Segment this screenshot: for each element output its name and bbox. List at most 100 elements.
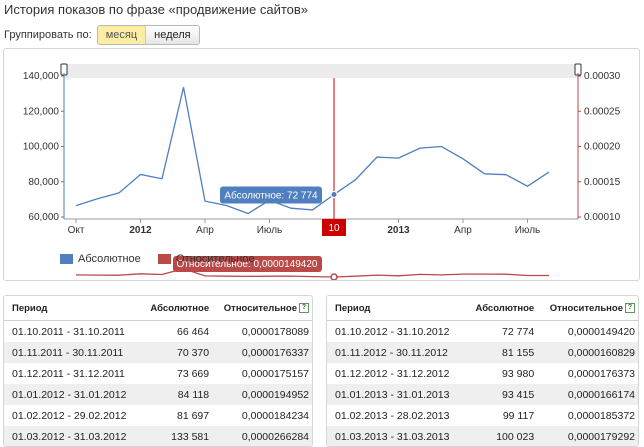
selected-period-marker-label: 10 [328,223,340,234]
cell-absolute: 81 155 [465,342,538,363]
legend-swatch-relative [158,254,171,264]
x-tick-label: Июль [515,225,541,236]
cell-period: 01.12.2012 - 31.12.2012 [335,367,450,380]
group-by-toggle: месяц неделя [96,25,200,45]
cell-absolute: 70 370 [141,342,213,363]
cell-absolute: 84 118 [141,384,213,405]
impressions-chart: 60,000 80,000 100,000 120,000 140,000 0.00010… [23,63,621,280]
table-row: 01.11.2012 - 30.11.2012 81 155 0,000016082… [327,342,638,363]
help-icon[interactable]: ? [625,302,635,313]
cell-relative: 0,0000176337 [212,342,312,363]
series-line-relative [75,268,549,278]
cell-relative: 0,0000160829 [537,342,638,363]
cell-absolute: 100 023 [465,426,538,446]
table-row: 01.03.2013 - 31.03.2013 100 023 0,00001792… [327,426,638,446]
table-header-row: Период Абсолютное Относительное? [4,296,312,321]
table-row: 01.02.2013 - 28.02.2013 99 117 0,000018537… [327,405,638,426]
y-right-tick-label: 0.00030 [584,71,621,82]
table-row: 01.01.2013 - 31.01.2013 93 415 0,000016617… [327,384,638,405]
page-title: История показов по фразе «продвижение са… [4,2,309,17]
help-icon[interactable]: ? [299,302,309,313]
cell-relative: 0,0000175157 [241,367,309,380]
range-scrollbar[interactable] [64,64,578,78]
cell-relative: 0,0000194952 [212,384,312,405]
y-right-tick-label: 0.00010 [584,212,621,223]
x-tick-label: 2013 [387,225,410,236]
legend-swatch-absolute [60,254,73,264]
col-absolute[interactable]: Абсолютное [141,296,213,321]
cell-absolute: 93 415 [465,384,538,405]
table-row: 01.01.2012 - 31.01.2012 84 118 0,000019495… [4,384,312,405]
tooltip-absolute [220,186,322,204]
table-row: 01.10.2011 - 31.10.2011 66 464 0,000017808… [4,321,312,343]
x-tick-label: Апр [454,225,472,236]
y-right-tick-label: 0.00015 [584,177,621,188]
table-row: 01.12.2012 - 31.12.2012 93 980 0,000017637… [327,363,638,384]
y-left-tick-label: 60,000 [28,212,59,223]
y-left-tick-label: 80,000 [28,177,59,188]
selected-period-marker[interactable] [322,219,346,236]
group-month-button[interactable]: месяц [97,26,147,44]
col-relative-label: Относительное [223,302,297,314]
x-tick-label: Окт [68,225,85,236]
cell-absolute: 93 980 [502,367,535,380]
point-relative-selected[interactable] [330,273,338,280]
legend-label-relative: Относительное [176,253,255,265]
cell-absolute: 72 774 [502,325,535,338]
tooltip-relative-text: Относительное: 0,0000149420 [177,259,318,270]
cell-period: 01.11.2011 - 30.11.2011 [4,342,142,363]
cell-period: 01.10.2012 - 31.10.2012 [335,325,450,338]
table-header-row: Период Абсолютное Относительное? [327,296,638,321]
y-right-tick-label: 0.00025 [584,106,621,117]
cell-absolute: 99 117 [502,409,535,422]
point-absolute-selected[interactable] [330,190,338,198]
cell-period: 01.11.2012 - 30.11.2012 [327,342,466,363]
table-row: 01.02.2012 - 29.02.2012 81 697 0,000018423… [4,405,312,426]
cell-absolute: 66 464 [177,325,210,338]
col-period[interactable]: Период [327,296,466,321]
tooltip-absolute-text: Абсолютное: 72 774 [224,189,318,201]
table-row: 01.11.2011 - 30.11.2011 70 370 0,000017633… [4,342,312,363]
legend-item-relative[interactable]: Относительное [158,253,255,265]
col-relative[interactable]: Относительное? [212,296,312,321]
cell-relative: 0,0000184234 [241,409,309,422]
chart-panel: 60,000 80,000 100,000 120,000 140,000 0.00010… [3,48,640,281]
series-line-absolute [75,87,550,215]
cell-period: 01.02.2013 - 28.02.2013 [335,409,450,422]
cell-period: 01.01.2012 - 31.01.2012 [4,384,142,405]
cell-period: 01.01.2013 - 31.01.2013 [327,384,466,405]
cell-absolute: 81 697 [177,409,210,422]
cell-relative: 0,0000178089 [241,325,309,338]
legend-label-absolute: Абсолютное [78,253,141,265]
col-relative[interactable]: Относительное? [537,296,638,321]
cell-period: 01.03.2013 - 31.03.2013 [327,426,466,446]
x-tick-label: Июль [257,225,283,236]
cell-absolute: 133 581 [141,426,213,446]
group-by-label: Группировать по: [4,29,92,41]
cell-relative: 0,0000166174 [537,384,638,405]
cell-relative: 0,0000185372 [567,409,635,422]
table-row: 01.10.2012 - 31.10.2012 72 774 0,000014942… [327,321,638,343]
legend-item-absolute[interactable]: Абсолютное [60,253,141,265]
group-by-control: Группировать по: месяц неделя [4,25,200,45]
col-period[interactable]: Период [4,296,142,321]
cell-period: 01.10.2011 - 31.10.2011 [12,325,125,338]
table-row: 01.12.2011 - 31.12.2011 73 669 0,000017515… [4,363,312,384]
y-right-tick-label: 0.00020 [584,142,621,153]
cell-period: 01.03.2012 - 31.03.2012 [4,426,142,446]
cell-relative: 0,0000266284 [212,426,312,446]
tooltip-relative [173,255,322,272]
cell-relative: 0,0000176373 [567,367,635,380]
stats-table-right: Период Абсолютное Относительное? 01.10.2… [326,295,639,447]
y-left-tick-label: 120,000 [23,106,60,117]
x-tick-label: Апр [196,225,214,236]
x-tick-label: 2012 [129,225,152,236]
cell-absolute: 73 669 [177,367,210,380]
col-relative-label: Относительное [549,302,623,314]
stats-table-left: Период Абсолютное Относительное? 01.10.2… [3,295,313,447]
cell-relative: 0,0000149420 [567,325,635,338]
col-absolute[interactable]: Абсолютное [465,296,538,321]
group-week-button[interactable]: неделя [146,26,199,44]
y-left-tick-label: 100,000 [23,142,60,153]
cell-period: 01.12.2011 - 31.12.2011 [12,367,125,380]
